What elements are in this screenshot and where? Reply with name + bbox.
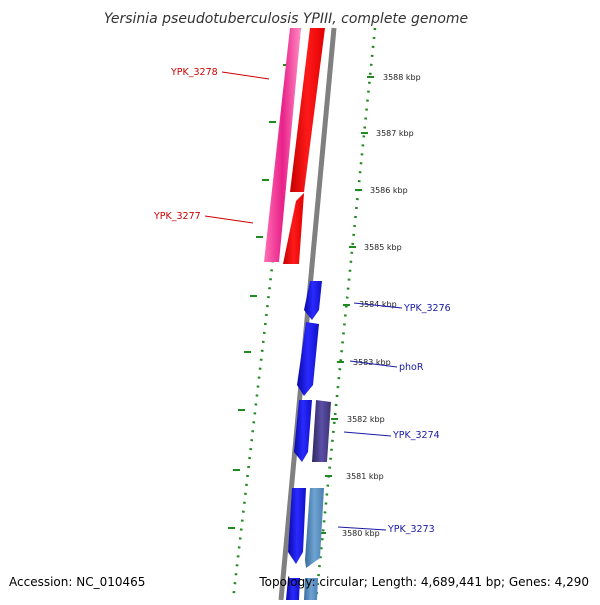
- tick-label-3581: 3581 kbp: [346, 472, 384, 481]
- tick-label-3588: 3588 kbp: [383, 73, 421, 82]
- gene-label-ypk-3277[interactable]: YPK_3277: [153, 211, 201, 222]
- gene-ypk-3273-arrow[interactable]: [288, 488, 306, 564]
- topology-label: Topology: circular; Length: 4,689,441 bp…: [258, 575, 589, 589]
- gene-partial-bottom-blue[interactable]: [286, 578, 300, 600]
- gene-label-ypk-3278[interactable]: YPK_3278: [170, 67, 218, 78]
- gene-partial-bottom-steel[interactable]: [304, 578, 318, 600]
- tick-label-3587: 3587 kbp: [376, 129, 414, 138]
- kbp-tick-labels: 3588 kbp 3587 kbp 3586 kbp 3585 kbp 3584…: [342, 73, 421, 538]
- gene-ypk-3277-red-lower[interactable]: [283, 193, 304, 264]
- gene-label-ypk-3273[interactable]: YPK_3273: [387, 524, 435, 535]
- tick-label-3582: 3582 kbp: [347, 415, 385, 424]
- tick-label-3586: 3586 kbp: [370, 186, 408, 195]
- gene-leader-lines: [204, 71, 403, 531]
- gene-label-ypk-3276[interactable]: YPK_3276: [403, 303, 451, 314]
- accession-label: Accession: NC_010465: [9, 575, 145, 589]
- gene-label-phoR[interactable]: phoR: [399, 362, 424, 373]
- gene-ypk-3277-red-upper[interactable]: [290, 28, 325, 192]
- gene-label-ypk-3274[interactable]: YPK_3274: [392, 430, 440, 441]
- gene-ypk-3276-arrow[interactable]: [304, 281, 322, 320]
- tick-label-3585: 3585 kbp: [364, 243, 402, 252]
- outer-ring-dashes: [319, 76, 374, 534]
- tick-label-3580: 3580 kbp: [342, 529, 380, 538]
- gene-ypk-3278-pink[interactable]: [264, 28, 301, 262]
- tick-label-3584: 3584 kbp: [359, 300, 397, 309]
- gene-phoR-arrow[interactable]: [297, 322, 319, 396]
- gene-ypk-3274-arrow[interactable]: [294, 400, 312, 462]
- tick-label-3583: 3583 kbp: [353, 358, 391, 367]
- inner-ring-dashes: [228, 64, 290, 529]
- gene-ypk-3274-purple[interactable]: [312, 400, 331, 462]
- gene-ypk-3273-steel[interactable]: [305, 488, 324, 568]
- genome-title: Yersinia pseudotuberculosis YPIII, compl…: [104, 11, 468, 27]
